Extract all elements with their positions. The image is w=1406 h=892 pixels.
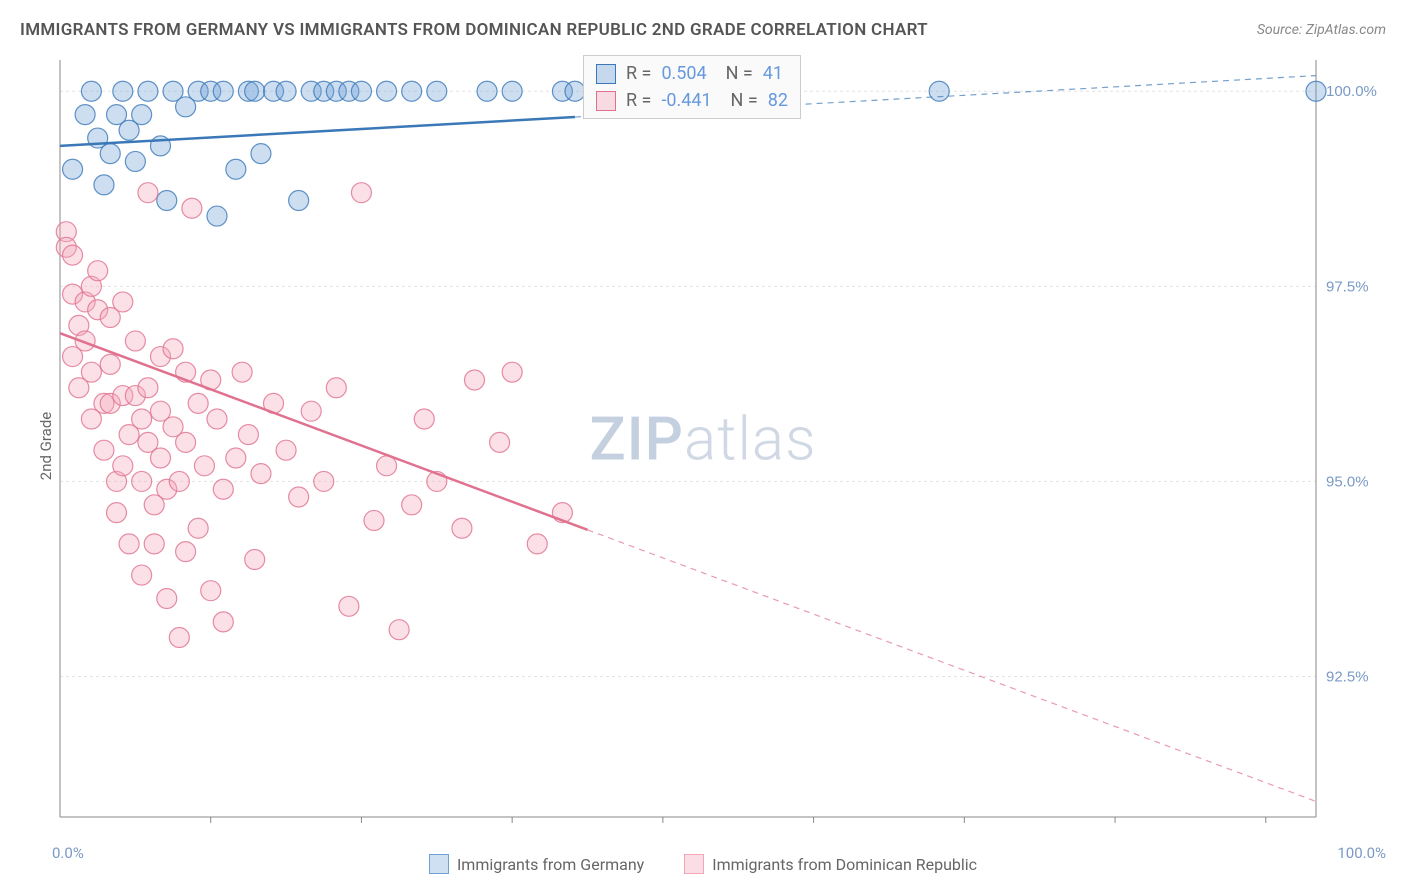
legend-swatch-dominican	[684, 854, 704, 874]
x-max-label: 100.0%	[1337, 844, 1386, 862]
n-value-dominican: 82	[768, 87, 788, 114]
r-value-dominican: -0.441	[661, 87, 711, 114]
stats-row-dominican: R = -0.441 N = 82	[596, 87, 788, 114]
swatch-dominican	[596, 91, 616, 111]
header: IMMIGRANTS FROM GERMANY VS IMMIGRANTS FR…	[20, 20, 1386, 40]
svg-text:95.0%: 95.0%	[1326, 473, 1369, 490]
legend-label-germany: Immigrants from Germany	[457, 855, 644, 874]
chart-title: IMMIGRANTS FROM GERMANY VS IMMIGRANTS FR…	[20, 20, 928, 40]
legend-item-germany: Immigrants from Germany	[429, 854, 644, 874]
legend-swatch-germany	[429, 854, 449, 874]
scatter-chart: 92.5% 95.0% 97.5% 100.0%	[52, 52, 1386, 837]
svg-text:100.0%: 100.0%	[1326, 83, 1377, 100]
n-value-germany: 41	[763, 60, 783, 87]
source-label: Source: ZipAtlas.com	[1257, 22, 1386, 38]
stats-row-germany: R = 0.504 N = 41	[596, 60, 788, 87]
legend-item-dominican: Immigrants from Dominican Republic	[684, 854, 977, 874]
svg-text:97.5%: 97.5%	[1326, 278, 1369, 295]
svg-text:92.5%: 92.5%	[1326, 669, 1369, 686]
chart-area: 92.5% 95.0% 97.5% 100.0%	[52, 52, 1386, 837]
stats-box: R = 0.504 N = 41 R = -0.441 N = 82	[583, 55, 801, 119]
legend-label-dominican: Immigrants from Dominican Republic	[712, 855, 977, 874]
legend: Immigrants from Germany Immigrants from …	[0, 854, 1406, 874]
x-min-label: 0.0%	[52, 844, 84, 862]
r-value-germany: 0.504	[661, 60, 706, 87]
swatch-germany	[596, 64, 616, 84]
